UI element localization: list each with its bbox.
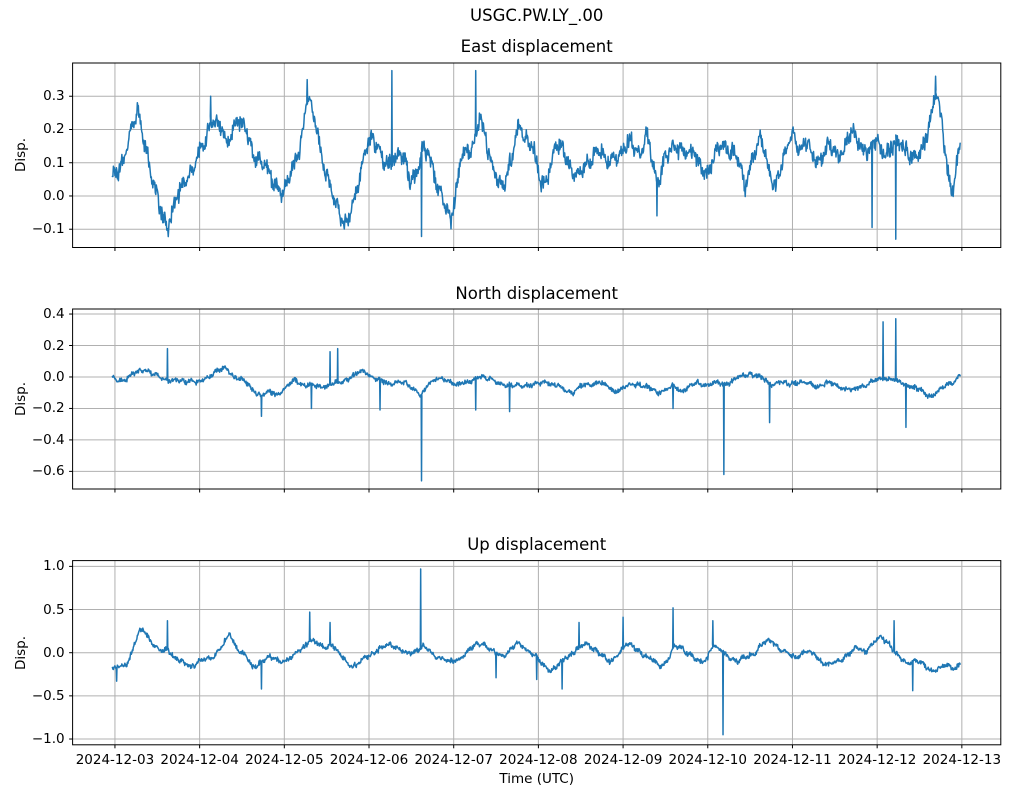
x-tick-label: 2024-12-10 bbox=[668, 752, 747, 768]
east-series-line bbox=[111, 69, 961, 240]
x-tick-label: 2024-12-12 bbox=[837, 752, 917, 768]
y-tick-label: −0.5 bbox=[31, 687, 65, 704]
subplot-title-north: North displacement bbox=[455, 284, 618, 303]
y-tick-label: 0.2 bbox=[43, 121, 65, 138]
x-tick-label: 2024-12-13 bbox=[922, 752, 1002, 768]
y-tick-label: −1.0 bbox=[31, 731, 65, 748]
x-tick-label: 2024-12-07 bbox=[414, 752, 493, 768]
x-tick-label: 2024-12-06 bbox=[329, 752, 409, 768]
subplot-2 bbox=[69, 560, 1002, 749]
x-tick-label: 2024-12-04 bbox=[160, 752, 239, 768]
y-tick-label: 0.4 bbox=[43, 306, 65, 323]
up-series-line bbox=[111, 568, 961, 736]
x-tick-label: 2024-12-05 bbox=[245, 752, 324, 768]
y-tick-label: −0.4 bbox=[31, 431, 65, 448]
subplot-title-east: East displacement bbox=[460, 37, 613, 56]
y-tick-label: 0.5 bbox=[43, 601, 65, 618]
x-tick-label: 2024-12-03 bbox=[75, 752, 155, 768]
y-tick-label: 0.2 bbox=[43, 337, 65, 354]
y-tick-label: 0.0 bbox=[43, 644, 65, 661]
y-tick-label: −0.6 bbox=[31, 463, 65, 480]
y-tick-label: 0.0 bbox=[43, 187, 65, 204]
y-tick-label: 0.1 bbox=[43, 154, 65, 171]
x-tick-label: 2024-12-08 bbox=[499, 752, 578, 768]
x-axis-label: Time (UTC) bbox=[499, 771, 575, 787]
subplot-title-up: Up displacement bbox=[467, 535, 607, 554]
y-tick-label: 1.0 bbox=[43, 558, 65, 575]
plot-area-frame bbox=[72, 560, 1002, 746]
plot-area-frame bbox=[72, 308, 1002, 490]
figure-title: USGC.PW.LY_.00 bbox=[470, 6, 604, 25]
y-tick-label: −0.1 bbox=[31, 221, 65, 238]
plot-area-frame bbox=[72, 62, 1002, 248]
subplot-1 bbox=[69, 308, 1002, 493]
y-tick-label: 0.3 bbox=[43, 88, 65, 105]
y-tick-label: 0.0 bbox=[43, 368, 65, 385]
x-tick-label: 2024-12-11 bbox=[753, 752, 832, 768]
north-series-line bbox=[111, 318, 961, 482]
subplot-0 bbox=[69, 62, 1002, 251]
x-tick-label: 2024-12-09 bbox=[583, 752, 663, 768]
y-tick-label: −0.2 bbox=[31, 400, 65, 417]
